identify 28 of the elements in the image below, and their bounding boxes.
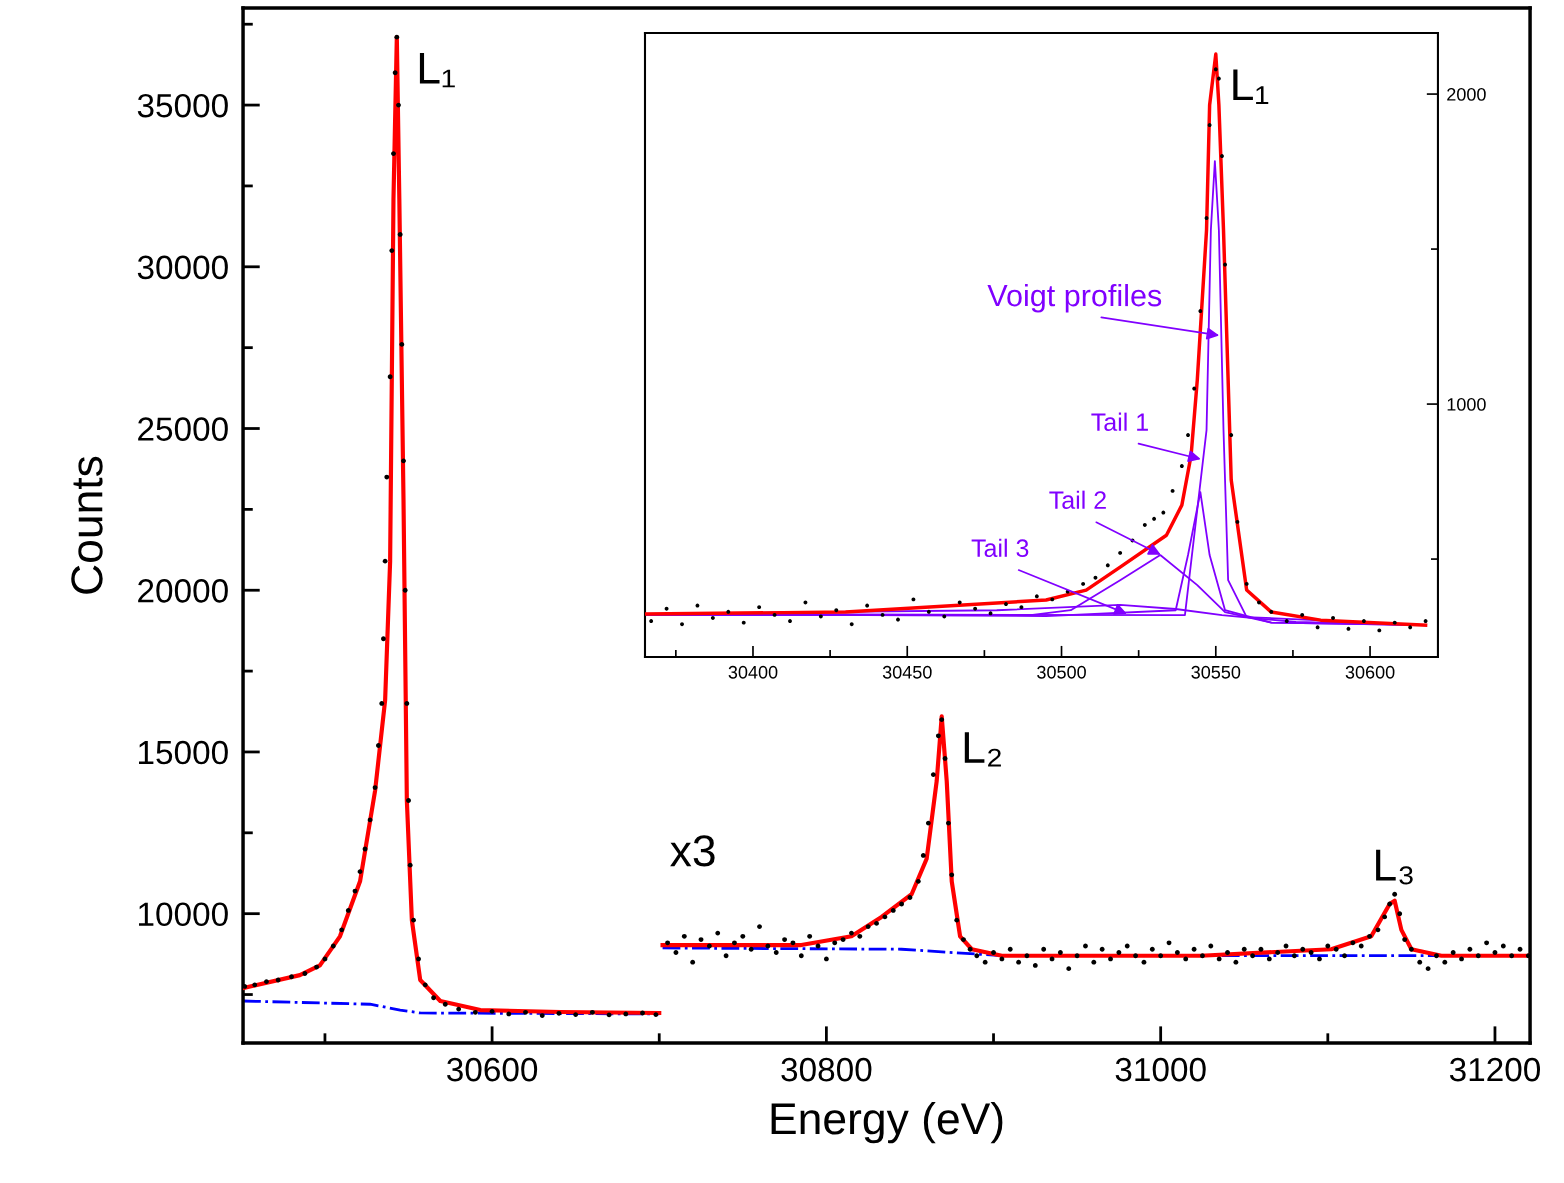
x-tick-label: 30450 xyxy=(882,665,932,679)
y-tick-label: 15000 xyxy=(139,740,228,765)
annotation: Voigt profiles xyxy=(987,283,1162,313)
y-tick-label: 30000 xyxy=(137,255,228,280)
x-tick-label: 30600 xyxy=(447,1057,538,1082)
x-tick-label: 30500 xyxy=(1037,665,1086,679)
y-tick-label: 10000 xyxy=(139,902,228,927)
annotation: x3 xyxy=(670,835,715,867)
x-tick-label: 31000 xyxy=(1115,1057,1206,1082)
annotation: L₂ xyxy=(964,732,1001,767)
annotation: Tail 3 xyxy=(971,538,1029,558)
x-axis-title: Energy (eV) xyxy=(771,1101,1003,1144)
annotation: L₁ xyxy=(419,52,455,88)
x-tick-label: 30800 xyxy=(781,1057,872,1082)
y-tick-label: 20000 xyxy=(138,579,228,603)
x-tick-label: 30600 xyxy=(1345,665,1395,679)
x-tick-label: 30550 xyxy=(1191,665,1241,679)
x-tick-label: 31200 xyxy=(1449,1057,1541,1082)
annotation: L₁ xyxy=(1233,69,1269,104)
x-tick-label: 30400 xyxy=(728,665,778,679)
y-axis-title: Counts xyxy=(71,456,103,594)
y-tick-label: 2000 xyxy=(1447,88,1486,101)
annotation: Tail 2 xyxy=(1049,490,1106,509)
annotation: L₃ xyxy=(1376,849,1413,885)
annotation: Tail 1 xyxy=(1091,412,1148,431)
y-tick-label: 35000 xyxy=(137,93,228,118)
y-tick-label: 25000 xyxy=(138,417,228,441)
y-tick-label: 1000 xyxy=(1447,398,1486,411)
